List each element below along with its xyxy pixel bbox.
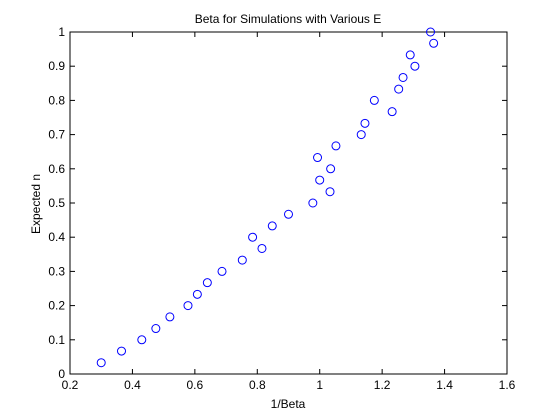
data-point <box>151 324 161 334</box>
data-points <box>96 27 439 368</box>
y-tick-label: 0.2 <box>48 299 65 313</box>
data-point <box>284 209 293 219</box>
data-point <box>137 335 147 345</box>
x-axis-label: 1/Beta <box>271 397 306 411</box>
data-point <box>192 289 202 299</box>
y-tick-label: 0.5 <box>48 196 65 210</box>
axes <box>69 31 508 375</box>
y-tick-label: 0.1 <box>48 333 65 347</box>
data-point <box>387 107 397 117</box>
data-point <box>257 243 267 253</box>
data-point <box>183 301 193 311</box>
data-point <box>426 27 436 37</box>
y-axis-ticks: 0 0.1 0.2 0.3 0.4 0.5 0.6 0.7 0.8 0.9 1 <box>48 25 507 381</box>
data-point <box>356 130 366 140</box>
data-point <box>326 164 336 174</box>
data-point <box>237 255 247 265</box>
data-point <box>429 38 439 48</box>
x-axis-ticks: 0.2 0.4 0.6 0.8 1 1.2 1.4 1.6 <box>62 32 516 392</box>
data-point <box>267 221 277 231</box>
data-point <box>331 141 341 151</box>
data-point <box>96 358 106 368</box>
data-point <box>313 153 323 163</box>
data-point <box>405 50 415 60</box>
data-point <box>165 312 175 322</box>
data-point <box>117 346 127 356</box>
data-point <box>369 95 379 105</box>
data-point <box>398 72 408 82</box>
y-tick-label: 0.3 <box>48 264 65 278</box>
x-tick-label: 1.6 <box>499 378 516 392</box>
x-tick-label: 0.8 <box>249 378 266 392</box>
y-tick-label: 0 <box>58 367 65 381</box>
data-point <box>394 84 404 94</box>
x-tick-label: 1 <box>316 378 323 392</box>
data-point <box>315 175 325 185</box>
x-tick-label: 0.4 <box>124 378 141 392</box>
y-tick-label: 0.4 <box>48 230 65 244</box>
data-point <box>202 278 212 288</box>
y-tick-label: 0.8 <box>48 93 65 107</box>
y-tick-label: 0.6 <box>48 162 65 176</box>
x-tick-label: 0.2 <box>62 378 79 392</box>
data-point <box>325 187 335 197</box>
data-point <box>248 232 258 242</box>
data-point <box>360 118 370 128</box>
data-point <box>308 198 318 208</box>
x-tick-label: 1.4 <box>436 378 453 392</box>
y-tick-label: 0.9 <box>48 59 65 73</box>
x-tick-label: 0.6 <box>187 378 204 392</box>
plot-frame <box>69 31 508 375</box>
x-tick-label: 1.2 <box>374 378 391 392</box>
data-point <box>217 266 227 276</box>
chart-title: Beta for Simulations with Various E <box>195 12 382 26</box>
y-tick-label: 0.7 <box>48 128 65 142</box>
y-tick-label: 1 <box>58 25 65 39</box>
data-point <box>410 61 420 71</box>
y-axis-label: Expected n <box>29 174 43 234</box>
